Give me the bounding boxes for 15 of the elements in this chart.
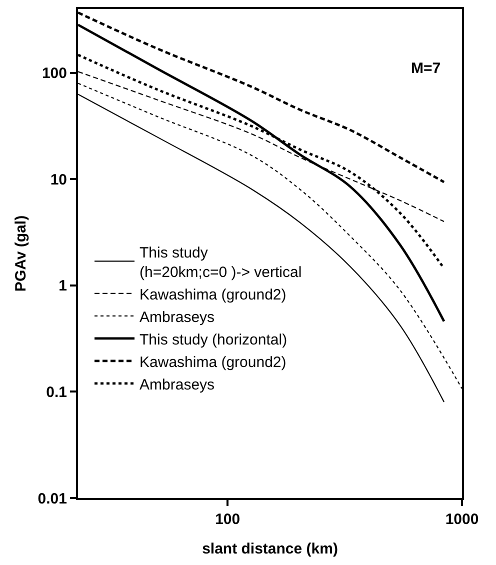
y-tick-label: 100	[42, 65, 67, 82]
legend-label: Kawashima (ground2)	[140, 354, 286, 371]
x-tick-label: 1000	[445, 511, 479, 528]
y-tick-label: 10	[50, 171, 67, 188]
y-tick-label: 1	[58, 278, 67, 295]
legend-label: Ambraseys	[140, 376, 215, 394]
annotation: M=7	[411, 60, 441, 77]
y-axis-title: PGAv (gal)	[12, 215, 30, 292]
legend-label: Kawashima (ground2)	[140, 286, 286, 304]
y-tick-label: 0.01	[38, 490, 67, 508]
legend-label: This study (h=20km;c=0 )-> vertical	[140, 244, 302, 281]
x-axis-title: slant distance (km)	[202, 540, 338, 558]
legend-label: This study (horizontal)	[140, 331, 288, 348]
legend-label: Ambraseys	[140, 308, 215, 326]
y-tick-label: 0.1	[46, 384, 67, 401]
